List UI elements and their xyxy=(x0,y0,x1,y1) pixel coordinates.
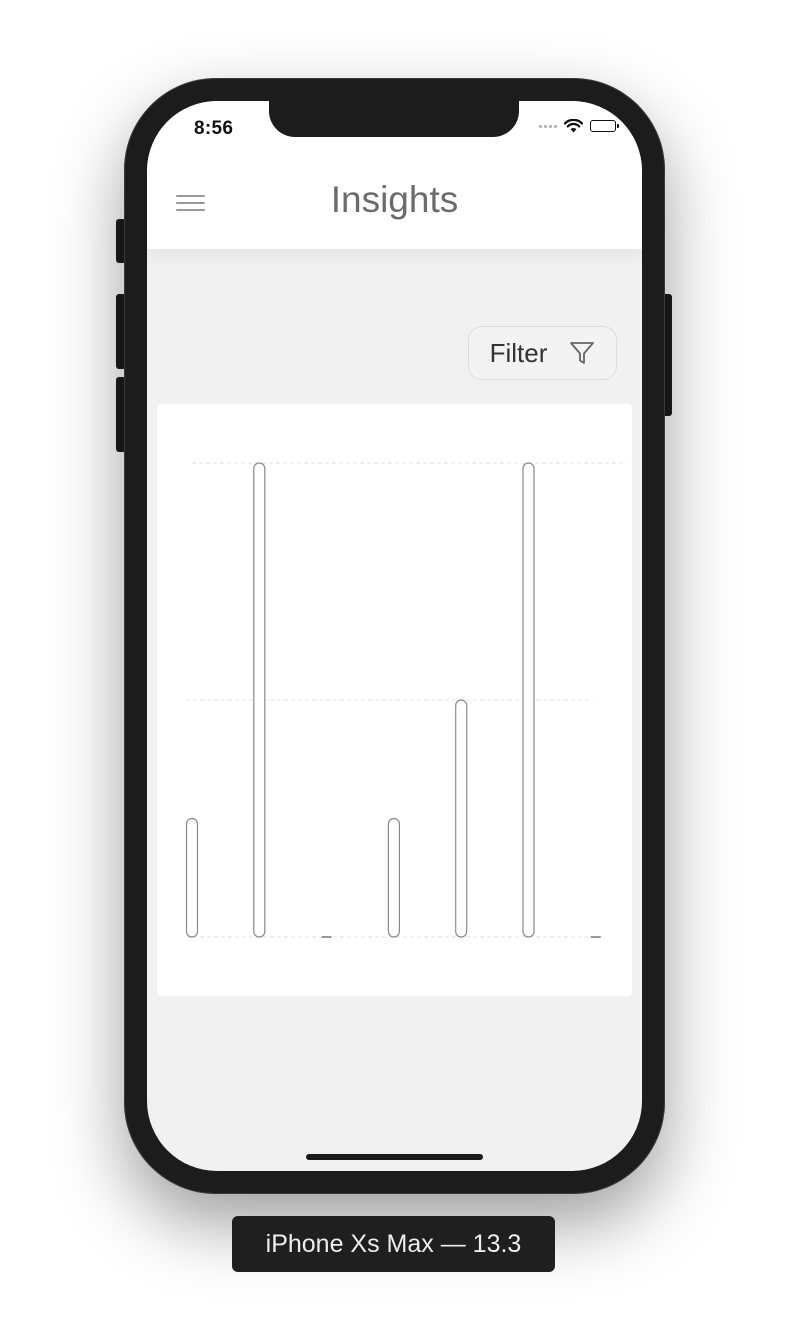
mute-switch xyxy=(116,219,126,263)
chart-bar[interactable] xyxy=(185,817,199,938)
status-icons xyxy=(539,119,619,133)
home-indicator xyxy=(306,1154,483,1160)
phone-screen: Insights 8:56 Filter xyxy=(147,101,642,1171)
chart-bar[interactable] xyxy=(455,699,468,938)
volume-up-button xyxy=(116,294,126,369)
bar-chart xyxy=(185,462,627,938)
chart-bar[interactable] xyxy=(253,462,266,938)
funnel-icon xyxy=(570,342,595,364)
filter-button[interactable]: Filter xyxy=(468,326,617,380)
chart-bar[interactable] xyxy=(387,817,400,938)
volume-down-button xyxy=(116,377,126,452)
notch xyxy=(269,101,519,137)
chart-card xyxy=(157,404,632,996)
power-button xyxy=(662,294,672,416)
signal-dots-icon xyxy=(539,124,557,128)
hamburger-menu-icon[interactable] xyxy=(176,193,206,213)
device-label: iPhone Xs Max — 13.3 xyxy=(232,1216,555,1272)
battery-icon xyxy=(590,120,619,132)
wifi-icon xyxy=(564,119,583,133)
status-time: 8:56 xyxy=(194,118,234,139)
page-title: Insights xyxy=(330,179,459,220)
filter-label: Filter xyxy=(489,337,548,368)
chart-bar[interactable] xyxy=(522,462,535,938)
